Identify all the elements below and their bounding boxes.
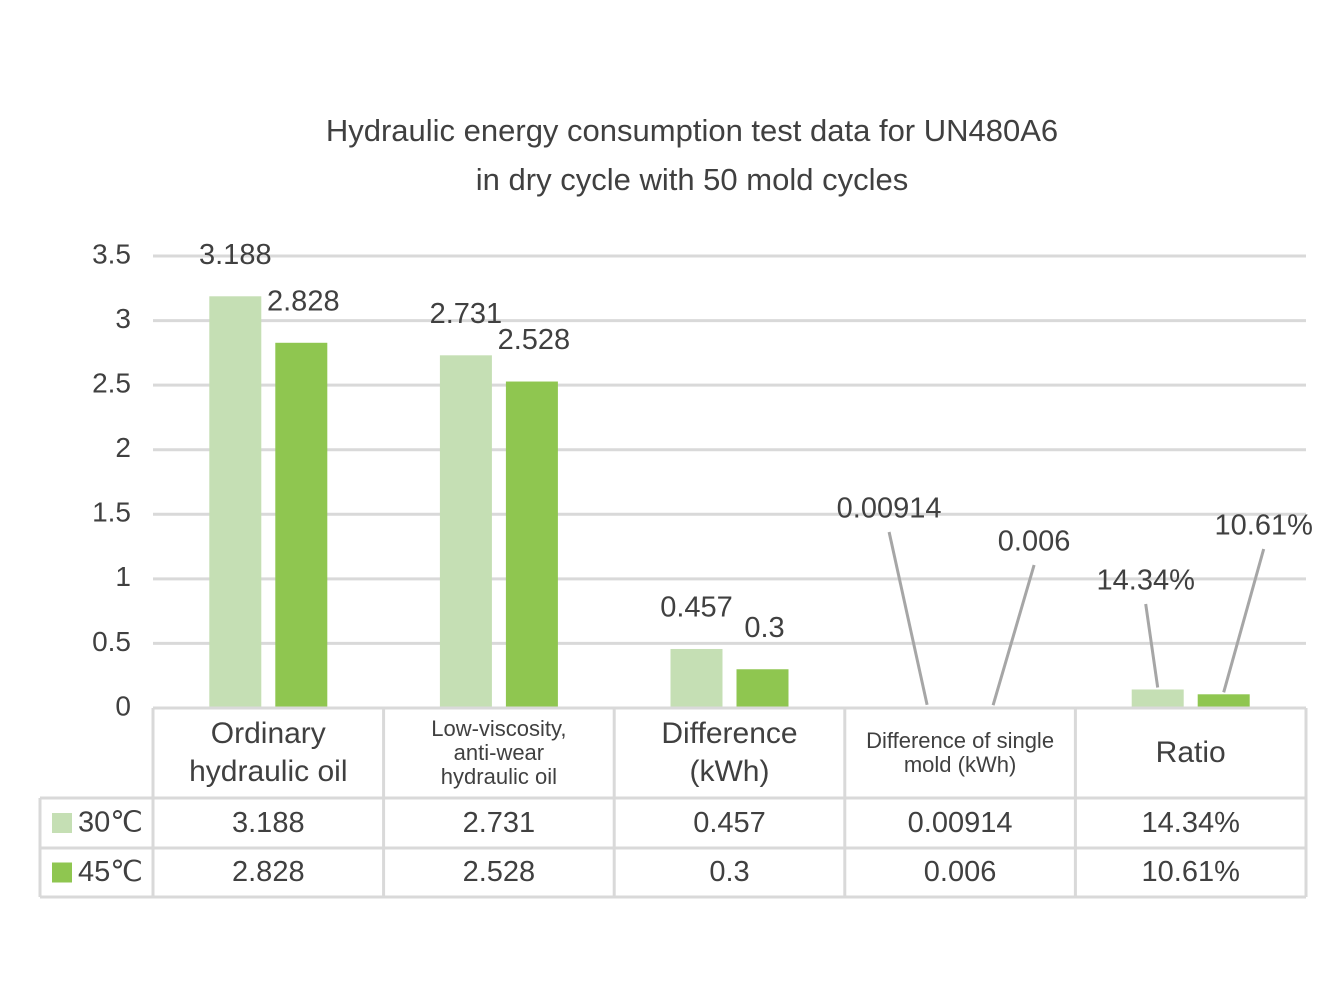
leader-line <box>1144 603 1160 688</box>
table-cell: 0.006 <box>845 848 1076 897</box>
bar <box>1131 689 1184 708</box>
table-cell-text: 10.61% <box>1141 856 1240 888</box>
table-cell-text: 14.34% <box>1141 806 1240 839</box>
table-cell-text: 0.3 <box>709 856 750 888</box>
legend-swatch <box>52 813 72 833</box>
table-cell: 0.457 <box>614 798 845 848</box>
table-header-text: Ordinary hydraulic oil <box>189 717 348 788</box>
data-label: 0.00914 <box>837 493 942 525</box>
leader-line <box>1222 548 1266 693</box>
table-header: Low-viscosity, anti-wear hydraulic oil <box>384 708 615 798</box>
data-label: 14.34% <box>1097 565 1195 597</box>
y-tick-label: 1 <box>115 561 131 592</box>
bar <box>209 296 262 708</box>
data-label: 2.528 <box>498 324 571 356</box>
data-label: 2.731 <box>430 298 503 330</box>
data-label: 3.188 <box>199 239 272 271</box>
table-header: Ordinary hydraulic oil <box>153 708 384 798</box>
table-cell: 2.731 <box>384 798 615 848</box>
data-label: 2.828 <box>267 285 340 317</box>
table-cell-text: 3.188 <box>232 806 305 839</box>
table-cell: 10.61% <box>1075 848 1306 897</box>
data-label: 0.3 <box>744 612 784 644</box>
y-tick-label: 0.5 <box>92 626 131 657</box>
table-header-text: Difference (kWh) <box>661 717 798 788</box>
y-tick-label: 3.5 <box>92 238 131 269</box>
y-tick-label: 3 <box>115 303 131 334</box>
table-header: Difference (kWh) <box>614 708 845 798</box>
table-header: Difference of single mold (kWh) <box>845 708 1076 798</box>
legend-label: 45℃ <box>78 856 143 888</box>
chart-title: Hydraulic energy consumption test data f… <box>325 113 1059 197</box>
leader-line <box>887 531 929 706</box>
legend-swatch <box>52 862 72 883</box>
bar <box>1197 694 1250 708</box>
bar <box>275 342 328 708</box>
table-cell: 0.00914 <box>845 798 1076 848</box>
y-tick-label: 0 <box>115 690 131 721</box>
data-label: 10.61% <box>1215 510 1313 542</box>
table-header-text: Ratio <box>1155 736 1226 769</box>
table-header: Ratio <box>1075 708 1306 798</box>
table-cell: 2.828 <box>153 848 384 897</box>
bar <box>670 648 723 708</box>
table-header-text: Low-viscosity, anti-wear hydraulic oil <box>431 716 567 789</box>
table-cell-text: 0.00914 <box>907 806 1013 839</box>
table-cell-text: 0.006 <box>923 856 997 888</box>
table-cell: 0.3 <box>614 848 845 897</box>
data-label: 0.006 <box>998 526 1071 558</box>
table-cell-text: 2.828 <box>232 856 305 888</box>
table-cell-text: 0.457 <box>693 806 766 839</box>
bar <box>439 355 492 708</box>
bar <box>736 669 789 708</box>
table-cell-text: 2.731 <box>462 806 536 839</box>
data-label: 0.457 <box>660 592 733 624</box>
y-tick-label: 1.5 <box>92 497 131 528</box>
leader-line <box>991 564 1036 706</box>
y-tick-label: 2.5 <box>92 368 131 399</box>
table-cell-text: 2.528 <box>462 856 536 888</box>
y-tick-label: 2 <box>115 432 131 463</box>
table-header-text: Difference of single mold (kWh) <box>866 728 1055 777</box>
bar <box>505 381 558 708</box>
table-cell: 2.528 <box>384 848 615 897</box>
table-cell: 14.34% <box>1075 798 1306 848</box>
table-cell: 3.188 <box>153 798 384 848</box>
legend-label: 30℃ <box>78 807 143 839</box>
